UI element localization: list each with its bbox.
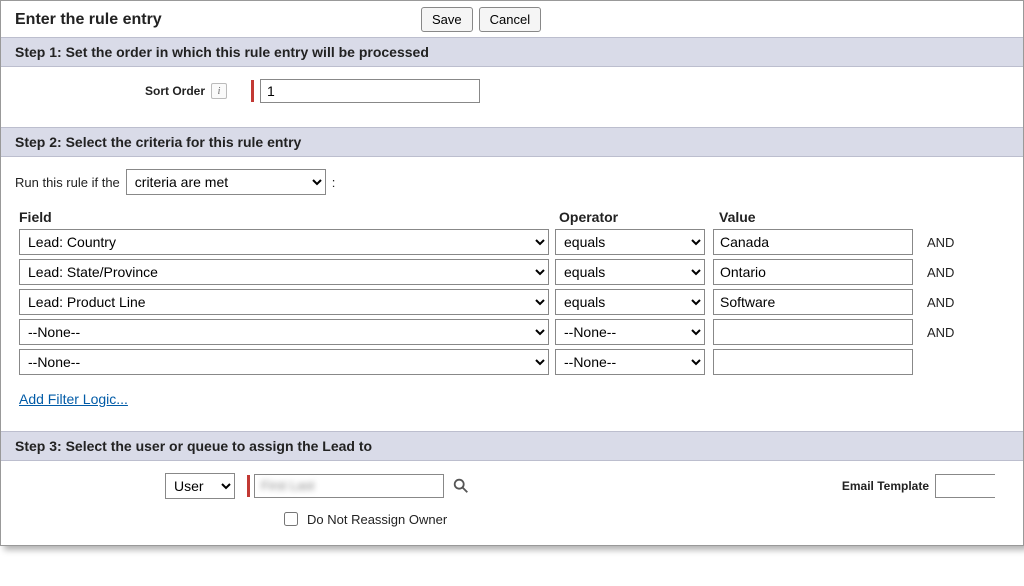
field-select[interactable]: Lead: State/Province [19,259,549,285]
sort-order-label: Sort Order [145,84,205,98]
criteria-row: --None-- --None-- AND [15,319,1009,345]
do-not-reassign-label: Do Not Reassign Owner [307,512,447,527]
assign-name-input[interactable]: First Last [254,474,444,498]
operator-select[interactable]: equals [555,259,705,285]
field-select[interactable]: --None-- [19,319,549,345]
field-select[interactable]: Lead: Country [19,229,549,255]
add-filter-logic-link[interactable]: Add Filter Logic... [15,391,128,407]
criteria-row: Lead: Country equals AND [15,229,1009,255]
and-label: AND [927,265,954,280]
lookup-icon[interactable] [452,477,470,495]
email-template-input[interactable] [935,474,995,498]
cancel-button[interactable]: Cancel [479,7,541,32]
info-icon[interactable]: i [211,83,227,99]
step2-header: Step 2: Select the criteria for this rul… [1,127,1023,157]
criteria-row: Lead: Product Line equals AND [15,289,1009,315]
and-label: AND [927,325,954,340]
sort-order-input[interactable] [260,79,480,103]
assign-type-select[interactable]: User [165,473,235,499]
value-input[interactable] [713,349,913,375]
value-input[interactable] [713,259,913,285]
criteria-row: Lead: State/Province equals AND [15,259,1009,285]
email-template-label: Email Template [842,479,929,493]
value-input[interactable] [713,289,913,315]
save-button[interactable]: Save [421,7,473,32]
value-input[interactable] [713,229,913,255]
value-input[interactable] [713,319,913,345]
required-indicator [247,475,250,497]
step3-header: Step 3: Select the user or queue to assi… [1,431,1023,461]
required-indicator [251,80,254,102]
and-label: AND [927,295,954,310]
field-select[interactable]: Lead: Product Line [19,289,549,315]
do-not-reassign-checkbox[interactable] [284,512,298,526]
column-operator-header: Operator [559,209,719,225]
column-field-header: Field [19,209,559,225]
and-label: AND [927,235,954,250]
step1-header: Step 1: Set the order in which this rule… [1,37,1023,67]
criteria-mode-select[interactable]: criteria are met [126,169,326,195]
field-select[interactable]: --None-- [19,349,549,375]
operator-select[interactable]: --None-- [555,349,705,375]
page-title: Enter the rule entry [15,11,162,29]
criteria-row: --None-- --None-- [15,349,1009,375]
operator-select[interactable]: equals [555,229,705,255]
run-rule-suffix: : [332,175,336,190]
column-value-header: Value [719,209,929,225]
run-rule-prefix: Run this rule if the [15,175,120,190]
operator-select[interactable]: --None-- [555,319,705,345]
operator-select[interactable]: equals [555,289,705,315]
